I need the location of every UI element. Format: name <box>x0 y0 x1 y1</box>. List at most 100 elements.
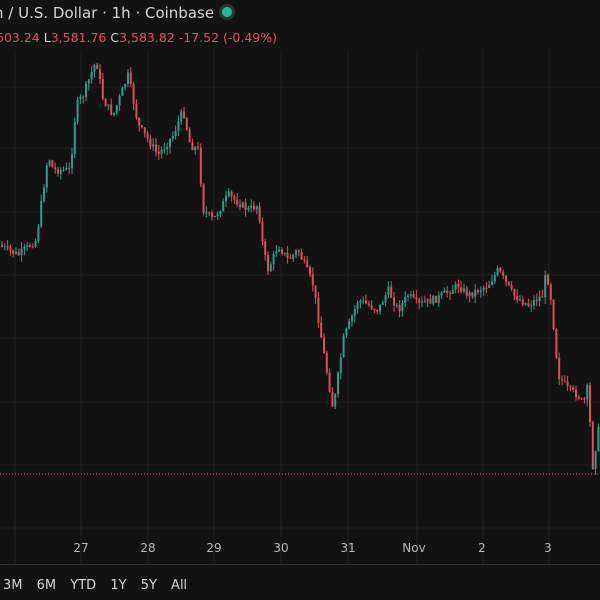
candle-body <box>138 117 141 126</box>
range-5y-button[interactable]: 5Y <box>140 578 157 593</box>
candle-body <box>535 299 538 302</box>
date-tick: 3 <box>544 541 552 555</box>
candle-body <box>289 257 292 259</box>
candle-body <box>124 83 127 88</box>
candle-body <box>17 251 20 255</box>
candle-body <box>183 111 185 118</box>
candle-body <box>283 252 286 254</box>
range-3m-button[interactable]: 3M <box>3 578 23 593</box>
candle-body <box>65 167 68 170</box>
candle-body <box>468 292 471 296</box>
candle-body <box>300 251 303 260</box>
candle-body <box>370 305 373 309</box>
candle-body <box>87 79 90 84</box>
candle-body <box>208 212 211 214</box>
ohlc-low-label: L <box>43 30 51 45</box>
candle-body <box>261 221 264 242</box>
candle-body <box>121 87 124 96</box>
candle-body <box>23 246 26 249</box>
candle-body <box>488 284 491 288</box>
candle-body <box>241 202 244 208</box>
candle-body <box>317 297 320 323</box>
ohlc-close-label: C <box>110 30 120 45</box>
candle-body <box>561 379 563 381</box>
candle-body <box>96 64 99 69</box>
date-tick: 27 <box>73 541 89 555</box>
candle-body <box>37 226 40 241</box>
candle-body <box>115 105 118 113</box>
candle-body <box>575 389 577 398</box>
symbol-title[interactable]: n / U.S. Dollar · 1h · Coinbase <box>0 4 233 22</box>
candle-body <box>362 300 365 302</box>
candle-body <box>465 288 468 296</box>
candle-body <box>253 205 255 210</box>
candle-body <box>127 72 129 84</box>
candle-body <box>239 204 241 208</box>
range-ytd-button[interactable]: YTD <box>70 578 97 593</box>
candle-body <box>269 264 272 272</box>
candle-body <box>236 199 239 205</box>
candle-body <box>132 84 135 104</box>
candle-body <box>255 206 258 210</box>
candle-body <box>359 300 362 303</box>
candle-body <box>3 246 6 248</box>
candle-body <box>79 96 82 100</box>
candle-body <box>323 337 325 354</box>
range-all-button[interactable]: All <box>171 578 188 593</box>
candle-body <box>348 320 351 329</box>
range-1y-button[interactable]: 1Y <box>110 578 127 593</box>
candle-body <box>502 271 505 276</box>
axis-divider <box>0 564 600 565</box>
candle-body <box>325 353 328 373</box>
candle-body <box>110 104 113 115</box>
candle-body <box>477 290 479 293</box>
candle-body <box>197 147 199 149</box>
candle-body <box>99 68 101 79</box>
candle-body <box>558 358 561 380</box>
candle-body <box>244 202 247 210</box>
candle-body <box>365 300 367 304</box>
candle-body <box>174 131 177 136</box>
candle-body <box>40 200 43 227</box>
candle-body <box>250 205 253 209</box>
candle-body <box>409 294 412 297</box>
candle-body <box>163 149 166 151</box>
candle-body <box>437 295 440 303</box>
candle-body <box>314 285 317 298</box>
candle-body <box>401 303 404 312</box>
candle-body <box>141 125 143 128</box>
candle-body <box>505 275 507 282</box>
candle-body <box>463 288 465 292</box>
candle-body <box>230 191 233 197</box>
candle-body <box>527 303 530 306</box>
candle-body <box>73 122 76 155</box>
candle-body <box>446 290 449 293</box>
candle-body <box>351 315 353 321</box>
candle-body <box>278 249 281 252</box>
candle-body <box>591 422 594 469</box>
market-open-dot-icon <box>222 7 233 17</box>
candle-body <box>101 78 104 99</box>
candle-body <box>205 212 208 214</box>
candle-body <box>530 305 533 307</box>
ohlc-legend: 603.24 L3,581.76 C3,583.82 -17.52 (-0.49… <box>0 30 277 45</box>
candle-body <box>82 96 85 98</box>
candle-body <box>225 195 227 202</box>
candle-body <box>454 283 457 290</box>
range-6m-button[interactable]: 6M <box>36 578 57 593</box>
candle-body <box>547 275 549 285</box>
candle-body <box>309 267 311 275</box>
candle-body <box>491 281 493 285</box>
candle-body <box>143 127 146 134</box>
candle-body <box>71 154 73 169</box>
candle-body <box>15 251 17 254</box>
candle-body <box>216 214 219 216</box>
candle-body <box>328 372 331 392</box>
candle-body <box>541 296 544 298</box>
candle-body <box>227 191 230 196</box>
candle-body <box>295 250 297 255</box>
candle-body <box>373 308 376 310</box>
candle-body <box>29 245 31 247</box>
date-tick: 29 <box>206 541 222 555</box>
